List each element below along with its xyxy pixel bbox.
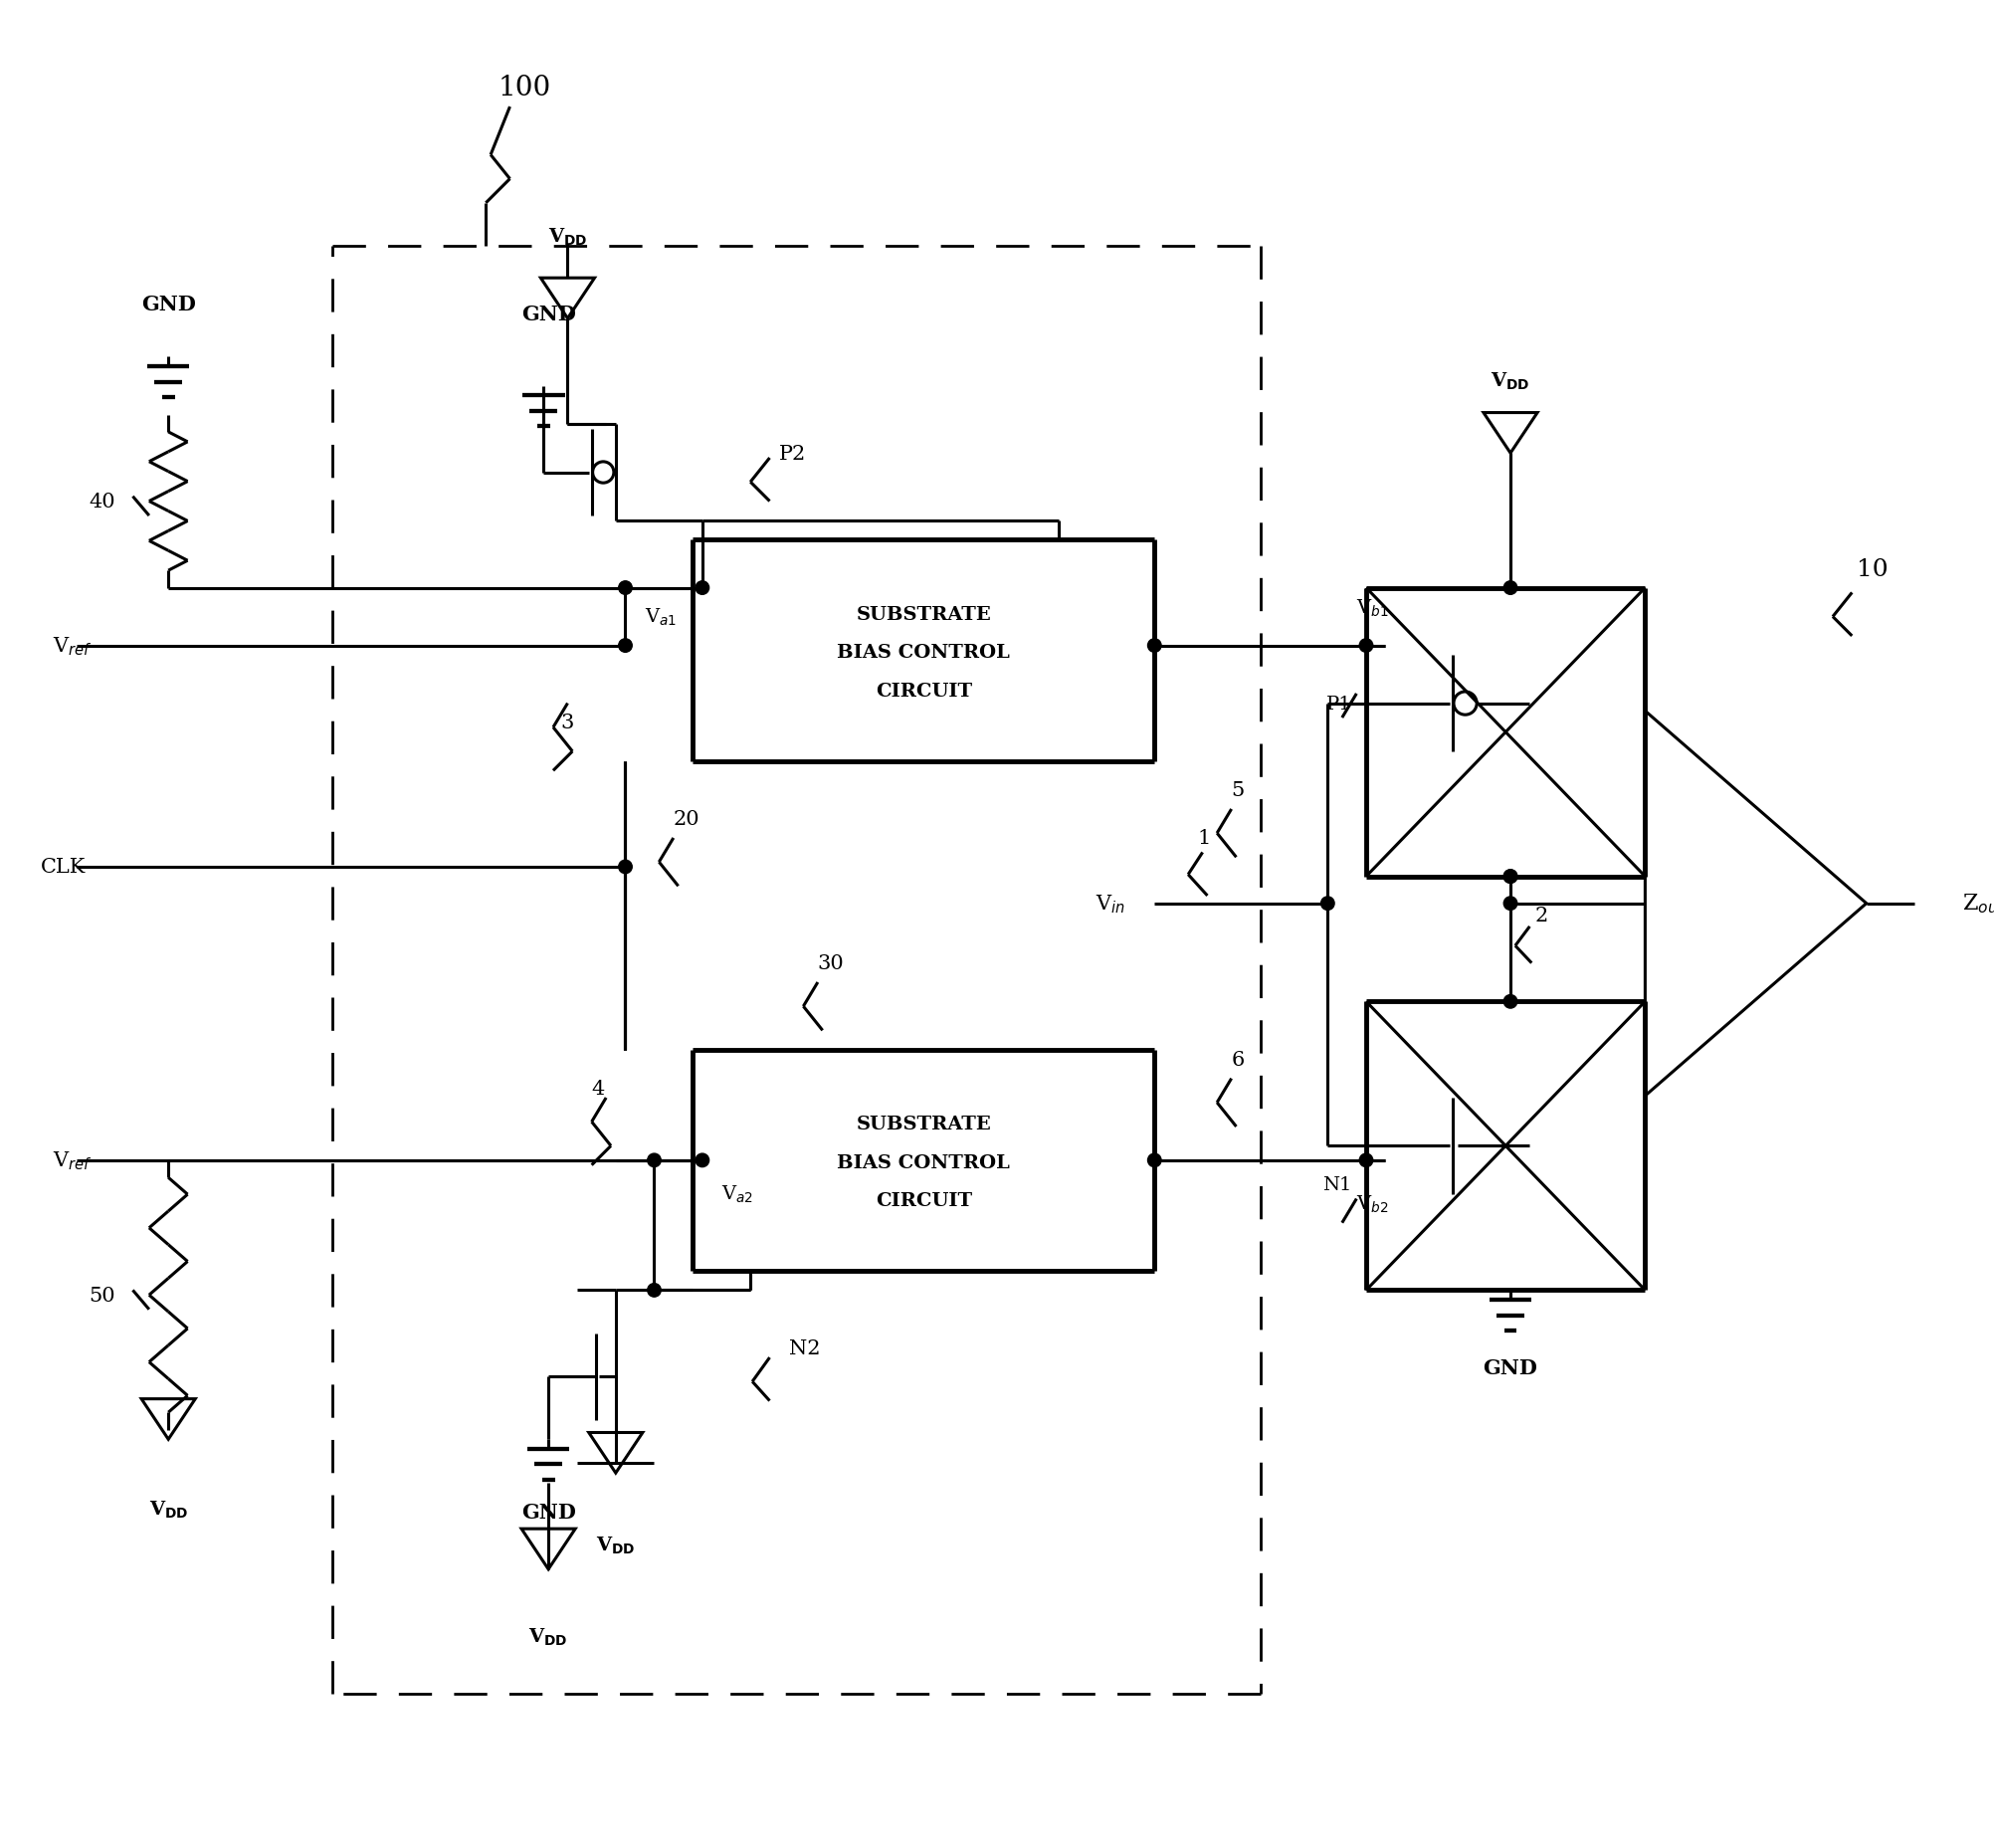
Text: N1: N1	[1322, 1175, 1352, 1194]
Circle shape	[618, 582, 632, 595]
Text: 20: 20	[674, 809, 700, 828]
Text: GND: GND	[520, 1502, 576, 1521]
Text: N2: N2	[790, 1338, 820, 1358]
Text: P2: P2	[780, 444, 806, 464]
Circle shape	[1503, 996, 1517, 1009]
Circle shape	[618, 861, 632, 874]
Circle shape	[1503, 582, 1517, 595]
Circle shape	[696, 1153, 710, 1168]
Text: V$_{\mathbf{DD}}$: V$_{\mathbf{DD}}$	[150, 1499, 187, 1519]
Circle shape	[648, 1284, 660, 1297]
Circle shape	[1503, 896, 1517, 911]
Text: Z$_{out}$: Z$_{out}$	[1962, 893, 1994, 915]
Circle shape	[1360, 1153, 1374, 1168]
Text: V$_{a2}$: V$_{a2}$	[722, 1183, 754, 1205]
Text: BIAS CONTROL: BIAS CONTROL	[837, 1153, 1011, 1172]
Text: 30: 30	[818, 954, 843, 972]
Text: V$_{b1}$: V$_{b1}$	[1356, 597, 1390, 619]
Circle shape	[1360, 639, 1374, 652]
Text: 6: 6	[1232, 1050, 1244, 1068]
Text: GND: GND	[142, 294, 195, 314]
Text: CIRCUIT: CIRCUIT	[875, 1192, 971, 1210]
Circle shape	[1503, 870, 1517, 883]
Text: 5: 5	[1232, 782, 1244, 800]
Text: 100: 100	[498, 76, 550, 102]
Text: 1: 1	[1198, 830, 1210, 848]
Text: GND: GND	[1484, 1358, 1537, 1377]
Text: CIRCUIT: CIRCUIT	[875, 682, 971, 700]
Text: 50: 50	[90, 1286, 116, 1305]
Text: V$_{b2}$: V$_{b2}$	[1356, 1194, 1388, 1214]
Text: V$_{\mathbf{DD}}$: V$_{\mathbf{DD}}$	[548, 227, 586, 248]
Text: GND: GND	[520, 305, 576, 323]
Text: V$_{\mathbf{DD}}$: V$_{\mathbf{DD}}$	[596, 1534, 636, 1556]
Text: V$_{\mathbf{DD}}$: V$_{\mathbf{DD}}$	[528, 1626, 568, 1647]
Circle shape	[1320, 896, 1334, 911]
Text: BIAS CONTROL: BIAS CONTROL	[837, 643, 1011, 662]
Text: SUBSTRATE: SUBSTRATE	[855, 1114, 991, 1133]
Text: V$_{\mathbf{DD}}$: V$_{\mathbf{DD}}$	[1492, 371, 1529, 392]
Text: V$_{a1}$: V$_{a1}$	[644, 606, 676, 628]
Text: P1: P1	[1326, 695, 1352, 713]
Circle shape	[696, 582, 710, 595]
Text: V$_{ref}$: V$_{ref}$	[54, 636, 92, 658]
Text: CLK: CLK	[40, 857, 86, 876]
Text: 10: 10	[1856, 558, 1888, 580]
Text: V$_{ref}$: V$_{ref}$	[54, 1149, 92, 1172]
Circle shape	[618, 639, 632, 652]
Text: V$_{in}$: V$_{in}$	[1097, 893, 1127, 915]
Text: 2: 2	[1535, 906, 1547, 924]
Circle shape	[1149, 1153, 1161, 1168]
Circle shape	[1503, 870, 1517, 883]
Circle shape	[648, 1153, 660, 1168]
Circle shape	[1149, 639, 1161, 652]
Text: 4: 4	[592, 1079, 604, 1098]
Text: 3: 3	[560, 713, 574, 732]
Text: SUBSTRATE: SUBSTRATE	[855, 606, 991, 623]
Text: 40: 40	[90, 492, 116, 512]
